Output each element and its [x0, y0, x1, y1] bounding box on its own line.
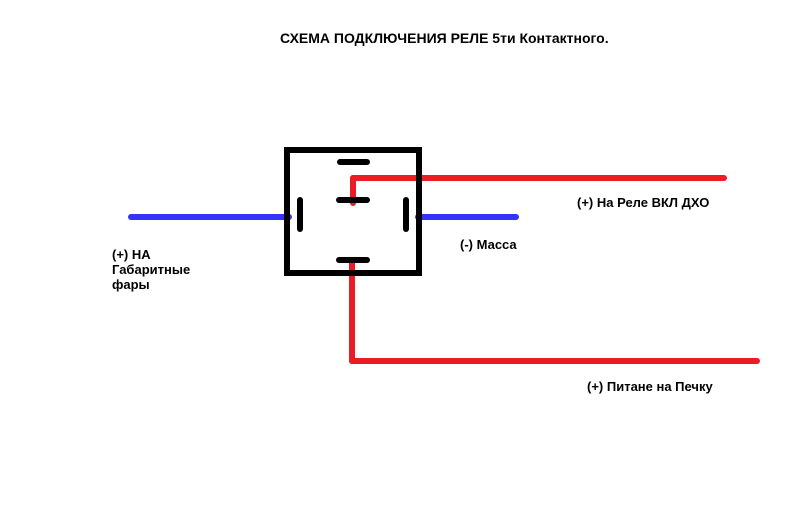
label-heater: (+) Питане на Печку: [587, 379, 713, 394]
label-mass: (-) Масса: [460, 237, 517, 252]
label-left-headlights: (+) HA Габаритные фары: [112, 247, 190, 292]
diagram-title: СХЕМА ПОДКЛЮЧЕНИЯ РЕЛЕ 5ти Контактного.: [280, 30, 609, 46]
label-relay-on: (+) На Реле ВКЛ ДХО: [577, 195, 709, 210]
